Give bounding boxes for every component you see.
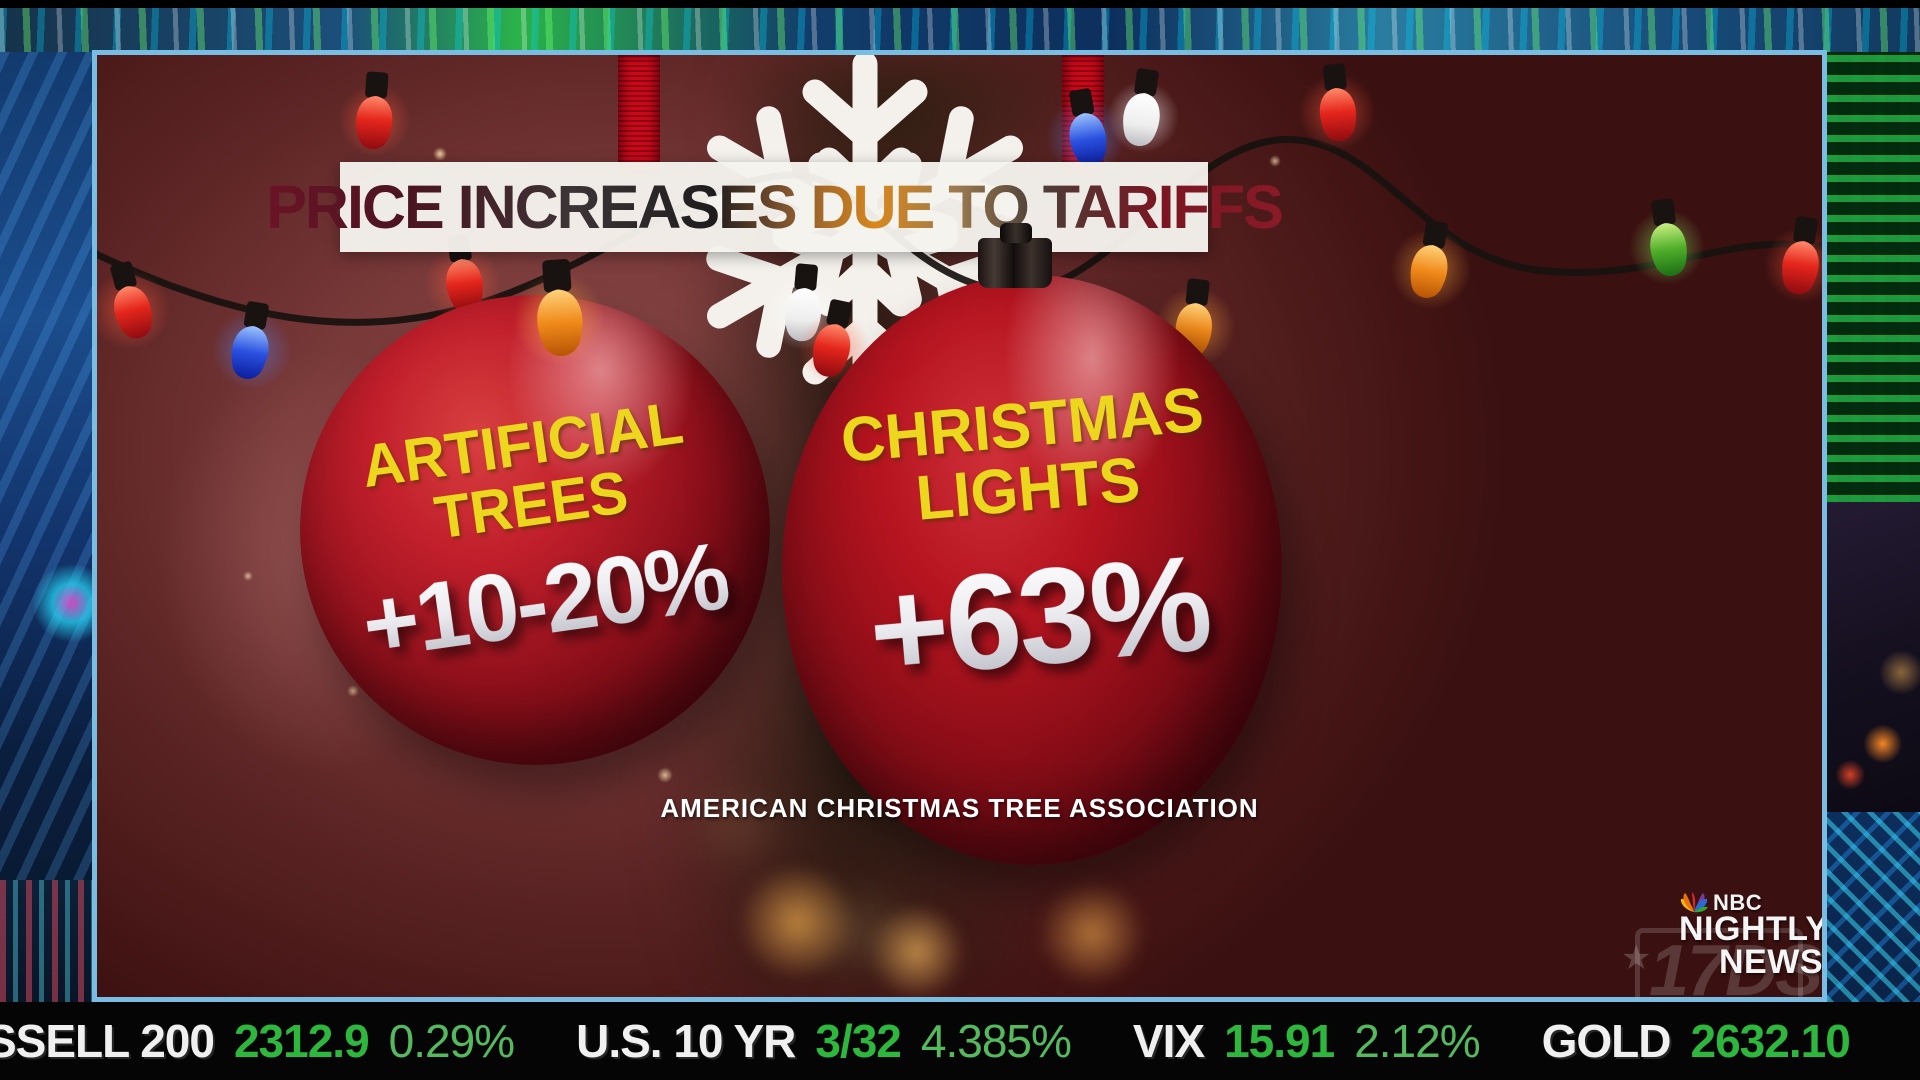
ticker-change: 2.12%: [1354, 1015, 1480, 1067]
value-christmas-lights: +63%: [862, 525, 1215, 707]
bulb-red: [1299, 62, 1375, 150]
background-green-numbers: [1827, 52, 1920, 502]
nbc-peacock-icon: [1680, 892, 1708, 913]
ornament-cap: [978, 238, 1052, 288]
nightly-label: NIGHTLY: [1679, 910, 1827, 948]
ticker-change: 4.385%: [920, 1015, 1072, 1067]
ticker-value: 3/32: [815, 1015, 902, 1067]
bulb-orange: [1391, 218, 1471, 309]
value-artificial-trees: +10-20%: [356, 522, 734, 680]
watermark-star: ★: [1621, 939, 1652, 977]
background-blue-chart: [1827, 812, 1920, 1002]
news-label: NEWS: [1719, 943, 1823, 981]
bulb-red: [97, 258, 170, 350]
ornament-cap-knob: [1000, 223, 1032, 243]
gold-ornament-blur: [737, 867, 857, 977]
ticker-change: 0.29%: [388, 1015, 515, 1067]
ticker-value: 15.91: [1224, 1015, 1335, 1067]
source-attribution: AMERICAN CHRISTMAS TREE ASSOCIATION: [660, 793, 1259, 823]
category-label-line2: LIGHTS: [912, 444, 1143, 535]
ticker-label: GOLD: [1541, 1015, 1672, 1067]
background-market-strip-right: [1827, 52, 1920, 1002]
ticker-item-us-10yr: U.S. 10 YR 3/32 4.385%: [576, 1014, 1072, 1068]
bokeh-dot: [347, 685, 359, 697]
bulb-blue: [1046, 86, 1126, 177]
bulb-blue: [212, 299, 292, 390]
bulb-red: [1764, 214, 1822, 303]
ticker-item-gold: GOLD 2632.10: [1542, 1014, 1870, 1068]
bokeh-dot: [1269, 155, 1281, 167]
nbc-wordmark: NBC: [1713, 890, 1763, 915]
ticker-item-vix: VIX 15.91 2.12%: [1132, 1014, 1481, 1068]
ticker-label: VIX: [1132, 1015, 1205, 1067]
bokeh-dot: [433, 147, 447, 161]
bulb-red: [339, 70, 411, 156]
bokeh-dot: [657, 767, 673, 783]
watermark-text: 17DS: [1649, 931, 1822, 1002]
ticker-label: U.S. 10 YR: [576, 1015, 796, 1067]
foreground-bulb: [513, 258, 605, 365]
title-banner: PRICE INCREASES DUE TO TARIFFS: [266, 162, 1284, 252]
bokeh-dot: [243, 571, 253, 581]
background-candlestick-strip: [0, 880, 92, 1002]
gold-ornament-blur: [1037, 883, 1147, 983]
background-candle-chart: [1827, 502, 1920, 812]
bulb-green: [1629, 196, 1705, 285]
ticker-item-russell-2000: SSELL 200 2312.9 0.29%: [0, 1014, 515, 1068]
background-market-strip-left: [0, 52, 92, 1002]
nbc-nightly-news-bug: ★ 17DS NBC NIGHTLY NEWS: [1621, 890, 1823, 1002]
ornament-christmas-lights: CHRISTMAS LIGHTS +63%: [782, 275, 1282, 865]
red-ribbon-left: [618, 55, 660, 175]
watermark-frame: [1635, 928, 1803, 997]
ornament-artificial-trees: ARTIFICIAL TREES +10-20%: [300, 295, 770, 765]
bulb-white: [1107, 66, 1179, 153]
gold-ornament-blur: [867, 907, 967, 997]
ticker-value: 2312.9: [233, 1015, 370, 1067]
market-ticker: SSELL 200 2312.9 0.29% U.S. 10 YR 3/32 4…: [0, 1002, 1920, 1080]
page-title: PRICE INCREASES DUE TO TARIFFS: [266, 173, 1284, 241]
infographic-panel: PRICE INCREASES DUE TO TARIFFS ARTIFICIA…: [92, 50, 1827, 1002]
ticker-label: SSELL 200: [0, 1015, 215, 1067]
background-market-strip-top: [0, 8, 1920, 52]
string-lights: [97, 62, 1822, 390]
ticker-value: 2632.10: [1690, 1015, 1851, 1067]
